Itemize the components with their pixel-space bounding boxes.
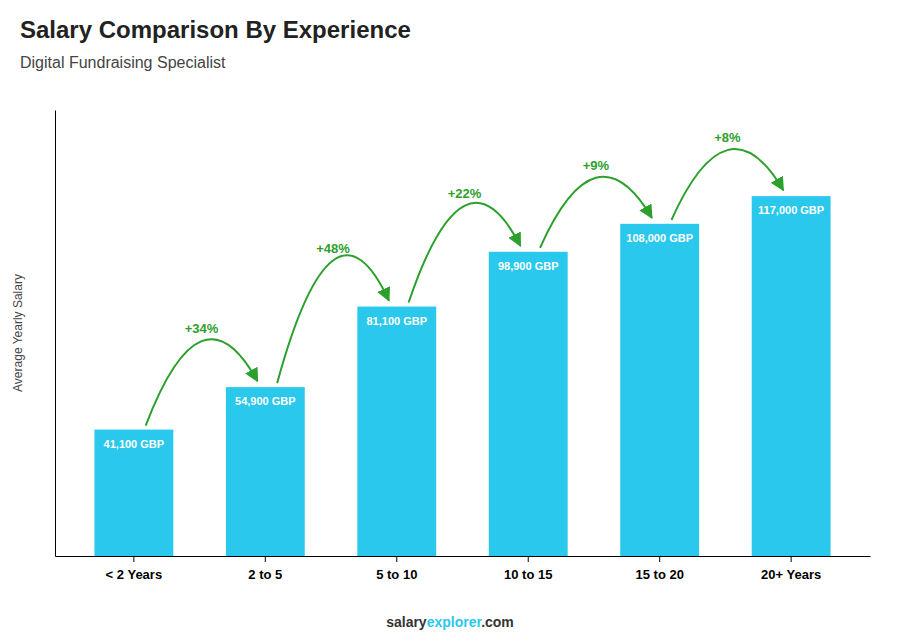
bar — [226, 387, 305, 556]
arrow — [146, 339, 258, 425]
x-tick-mark — [659, 556, 660, 562]
x-tick-label: 2 to 5 — [248, 567, 282, 582]
x-tick: 5 to 10 — [376, 556, 417, 582]
annotation: +34% — [185, 321, 219, 336]
arrow — [540, 177, 652, 248]
chart: Salary Comparison By Experience Digital F… — [0, 0, 900, 641]
data-label: 54,900 GBP — [235, 395, 296, 407]
arrow — [409, 203, 521, 303]
data-label: 81,100 GBP — [367, 315, 428, 327]
x-tick-label: 10 to 15 — [504, 567, 552, 582]
data-label: 41,100 GBP — [104, 438, 165, 450]
annotation: +48% — [316, 241, 350, 256]
arrow — [277, 255, 389, 383]
labels: 41,100 GBP 54,900 GBP 81,100 GBP 98,900 GBP… — [104, 130, 825, 449]
title: Salary Comparison By Experience — [20, 16, 411, 43]
x-tick-mark — [528, 556, 529, 562]
x-tick: 2 to 5 — [248, 556, 282, 582]
annotation: +8% — [714, 130, 741, 145]
bars — [94, 196, 830, 556]
x-tick-mark — [265, 556, 266, 562]
x-tick-label: < 2 Years — [106, 567, 163, 582]
x-tick-mark — [791, 556, 792, 562]
bar — [94, 430, 173, 556]
x-tick: 20+ Years — [761, 556, 821, 582]
data-label: 117,000 GBP — [758, 204, 824, 216]
x-tick-mark — [133, 556, 134, 562]
bar — [752, 196, 831, 556]
x-tick: < 2 Years — [106, 556, 163, 582]
x-tick-mark — [396, 556, 397, 562]
annotation: +22% — [448, 186, 482, 201]
footer: salaryexplorer.com — [386, 614, 514, 630]
bar — [489, 252, 568, 556]
y-axis-line — [55, 111, 56, 557]
bar — [620, 224, 699, 556]
x-axis-line — [56, 556, 871, 557]
x-tick-label: 20+ Years — [761, 567, 821, 582]
y-axis — [55, 111, 56, 557]
plot: < 2 Years 2 to 5 5 to 10 10 to 15 15 to 20 20… — [56, 111, 871, 583]
x-tick-label: 15 to 20 — [635, 567, 683, 582]
y-axis-label: Average Yearly Salary — [11, 274, 25, 392]
data-label: 108,000 GBP — [626, 232, 693, 244]
x-tick: 10 to 15 — [504, 556, 552, 582]
footer-part: .com — [481, 614, 514, 630]
bar — [357, 307, 436, 556]
x-tick-label: 5 to 10 — [376, 567, 417, 582]
data-label: 98,900 GBP — [498, 260, 559, 272]
arrow — [672, 149, 784, 220]
subtitle: Digital Fundraising Specialist — [20, 54, 226, 71]
footer-part: salary — [386, 614, 427, 630]
annotation: +9% — [583, 158, 610, 173]
x-tick: 15 to 20 — [635, 556, 683, 582]
footer-part: explorer — [427, 614, 483, 630]
x-axis: < 2 Years 2 to 5 5 to 10 10 to 15 15 to 20 20… — [56, 556, 871, 582]
